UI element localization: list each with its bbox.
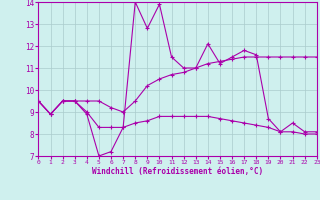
X-axis label: Windchill (Refroidissement éolien,°C): Windchill (Refroidissement éolien,°C)	[92, 167, 263, 176]
